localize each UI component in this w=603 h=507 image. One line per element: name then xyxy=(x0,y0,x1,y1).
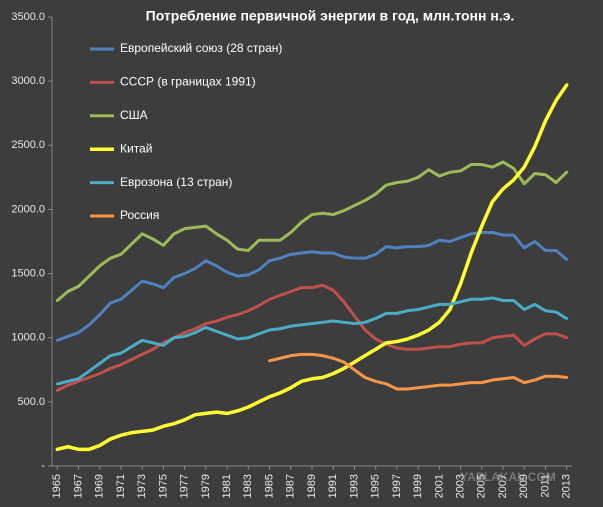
chart-title: Потребление первичной энергии в год, млн… xyxy=(146,8,515,24)
x-tick-label: 1967 xyxy=(72,474,84,498)
series-line xyxy=(55,83,569,452)
legend-label: Китай xyxy=(120,141,152,155)
x-tick-label: 2013 xyxy=(561,474,573,498)
y-tick-label: 2500.0 xyxy=(11,139,45,151)
x-tick-label: 2005 xyxy=(476,474,488,498)
x-tick-label: 1969 xyxy=(94,474,106,498)
x-tick-label: 2009 xyxy=(518,474,530,498)
x-tick-label: 1997 xyxy=(391,474,403,498)
x-tick-label: 1973 xyxy=(136,474,148,498)
x-tick-label: 1987 xyxy=(285,474,297,498)
x-tick-label: 1965 xyxy=(51,474,63,498)
legend-label: Россия xyxy=(120,208,159,222)
series-line xyxy=(55,160,569,303)
x-tick-label: 1975 xyxy=(157,474,169,498)
x-tick-label: 1989 xyxy=(306,474,318,498)
x-tick-label: 1983 xyxy=(242,474,254,498)
x-tick-label: 1991 xyxy=(327,474,339,498)
x-tick-label: 1979 xyxy=(200,474,212,498)
series-line xyxy=(55,296,569,386)
x-tick-label: 2003 xyxy=(454,474,466,498)
y-tick-label: 1000.0 xyxy=(11,332,45,344)
series-line xyxy=(55,283,569,392)
y-tick-label: 2000.0 xyxy=(11,203,45,215)
x-tick-label: 1995 xyxy=(370,474,382,498)
x-tick-label: 1999 xyxy=(412,474,424,498)
x-tick-label: 1985 xyxy=(263,474,275,498)
y-tick-label: 1500.0 xyxy=(11,267,45,279)
legend-label: Еврозона (13 стран) xyxy=(120,175,232,189)
y-tick-label: 500.0 xyxy=(17,396,45,408)
series-line xyxy=(268,352,569,391)
legend-label: США xyxy=(120,108,148,122)
x-tick-label: 1971 xyxy=(115,474,127,498)
x-tick-label: 2001 xyxy=(433,474,445,498)
x-tick-label: 2007 xyxy=(497,474,509,498)
x-tick-label: 1981 xyxy=(221,474,233,498)
x-tick-label: 1977 xyxy=(179,474,191,498)
legend-label: Европейский союз (28 стран) xyxy=(120,41,282,55)
legend-label: СССР (в границах 1991) xyxy=(120,75,256,89)
series-line xyxy=(55,231,569,342)
y-tick-label: - xyxy=(41,460,45,472)
y-tick-label: 3000.0 xyxy=(11,75,45,87)
watermark: YAPLAKAL.COM xyxy=(460,470,556,484)
x-tick-label: 2011 xyxy=(539,474,551,498)
y-tick-label: 3500.0 xyxy=(11,11,45,23)
x-tick-label: 1993 xyxy=(348,474,360,498)
